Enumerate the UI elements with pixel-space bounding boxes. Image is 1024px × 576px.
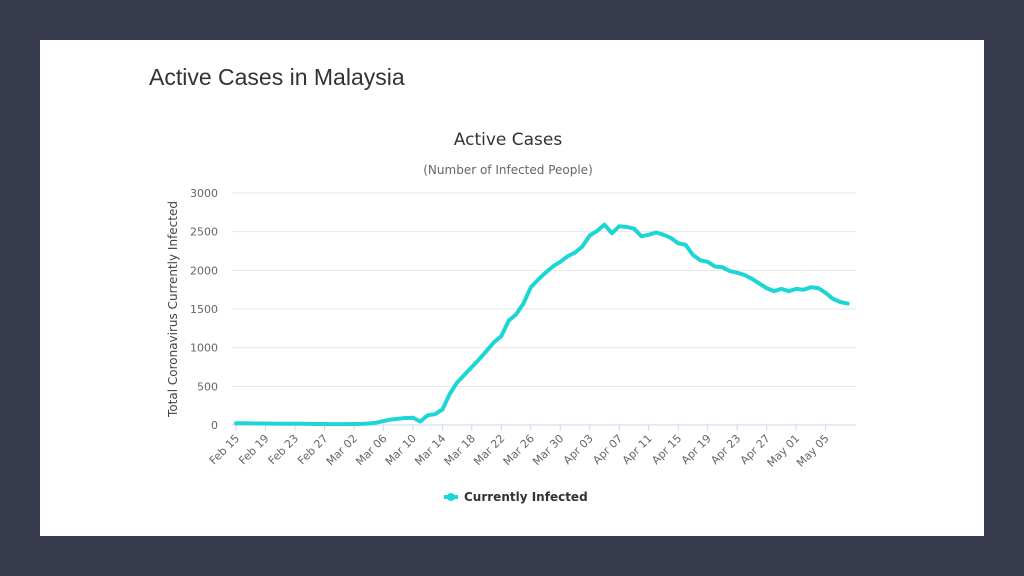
x-tick-label: Feb 19	[236, 432, 271, 467]
x-tick-label: Apr 23	[708, 432, 743, 467]
x-tick-label: May 05	[794, 432, 832, 470]
series-line-currently-infected	[234, 222, 850, 427]
x-tick-label: Mar 26	[501, 432, 537, 468]
x-tick-label: Mar 18	[442, 432, 478, 468]
y-axis-label: Total Coronavirus Currently Infected	[166, 201, 180, 418]
x-tick-label: Mar 10	[383, 432, 419, 468]
chart-subtitle: (Number of Infected People)	[423, 163, 593, 177]
x-tick-label: Mar 02	[324, 432, 360, 468]
y-tick-label: 2500	[190, 226, 218, 239]
y-tick-label: 1000	[190, 342, 218, 355]
x-tick-label: Mar 14	[412, 432, 448, 468]
x-tick-label: Mar 22	[471, 432, 507, 468]
x-tick-label: Apr 03	[561, 432, 596, 467]
chart-title: Active Cases	[454, 130, 563, 150]
y-tick-label: 0	[211, 419, 218, 432]
x-tick-label: Mar 06	[353, 432, 389, 468]
x-tick-label: Feb 27	[295, 432, 330, 467]
y-tick-label: 2000	[190, 264, 218, 277]
legend-item-currently-infected: Currently Infected	[464, 490, 588, 504]
x-tick-label: Apr 19	[679, 432, 714, 467]
x-tick-label: Feb 15	[207, 432, 242, 467]
x-tick-label: Apr 11	[620, 432, 655, 467]
x-tick-label: Apr 07	[590, 432, 625, 467]
legend-marker	[447, 493, 455, 501]
y-tick-label: 1500	[190, 303, 218, 316]
x-tick-label: Feb 23	[266, 432, 301, 467]
page-title: Active Cases in Malaysia	[149, 64, 405, 90]
y-tick-label: 3000	[190, 187, 218, 200]
chart-card: Active Cases in Malaysia	[40, 40, 984, 536]
x-tick-label: Mar 30	[530, 432, 566, 468]
y-tick-label: 500	[197, 380, 218, 393]
x-tick-label: Apr 15	[649, 432, 684, 467]
